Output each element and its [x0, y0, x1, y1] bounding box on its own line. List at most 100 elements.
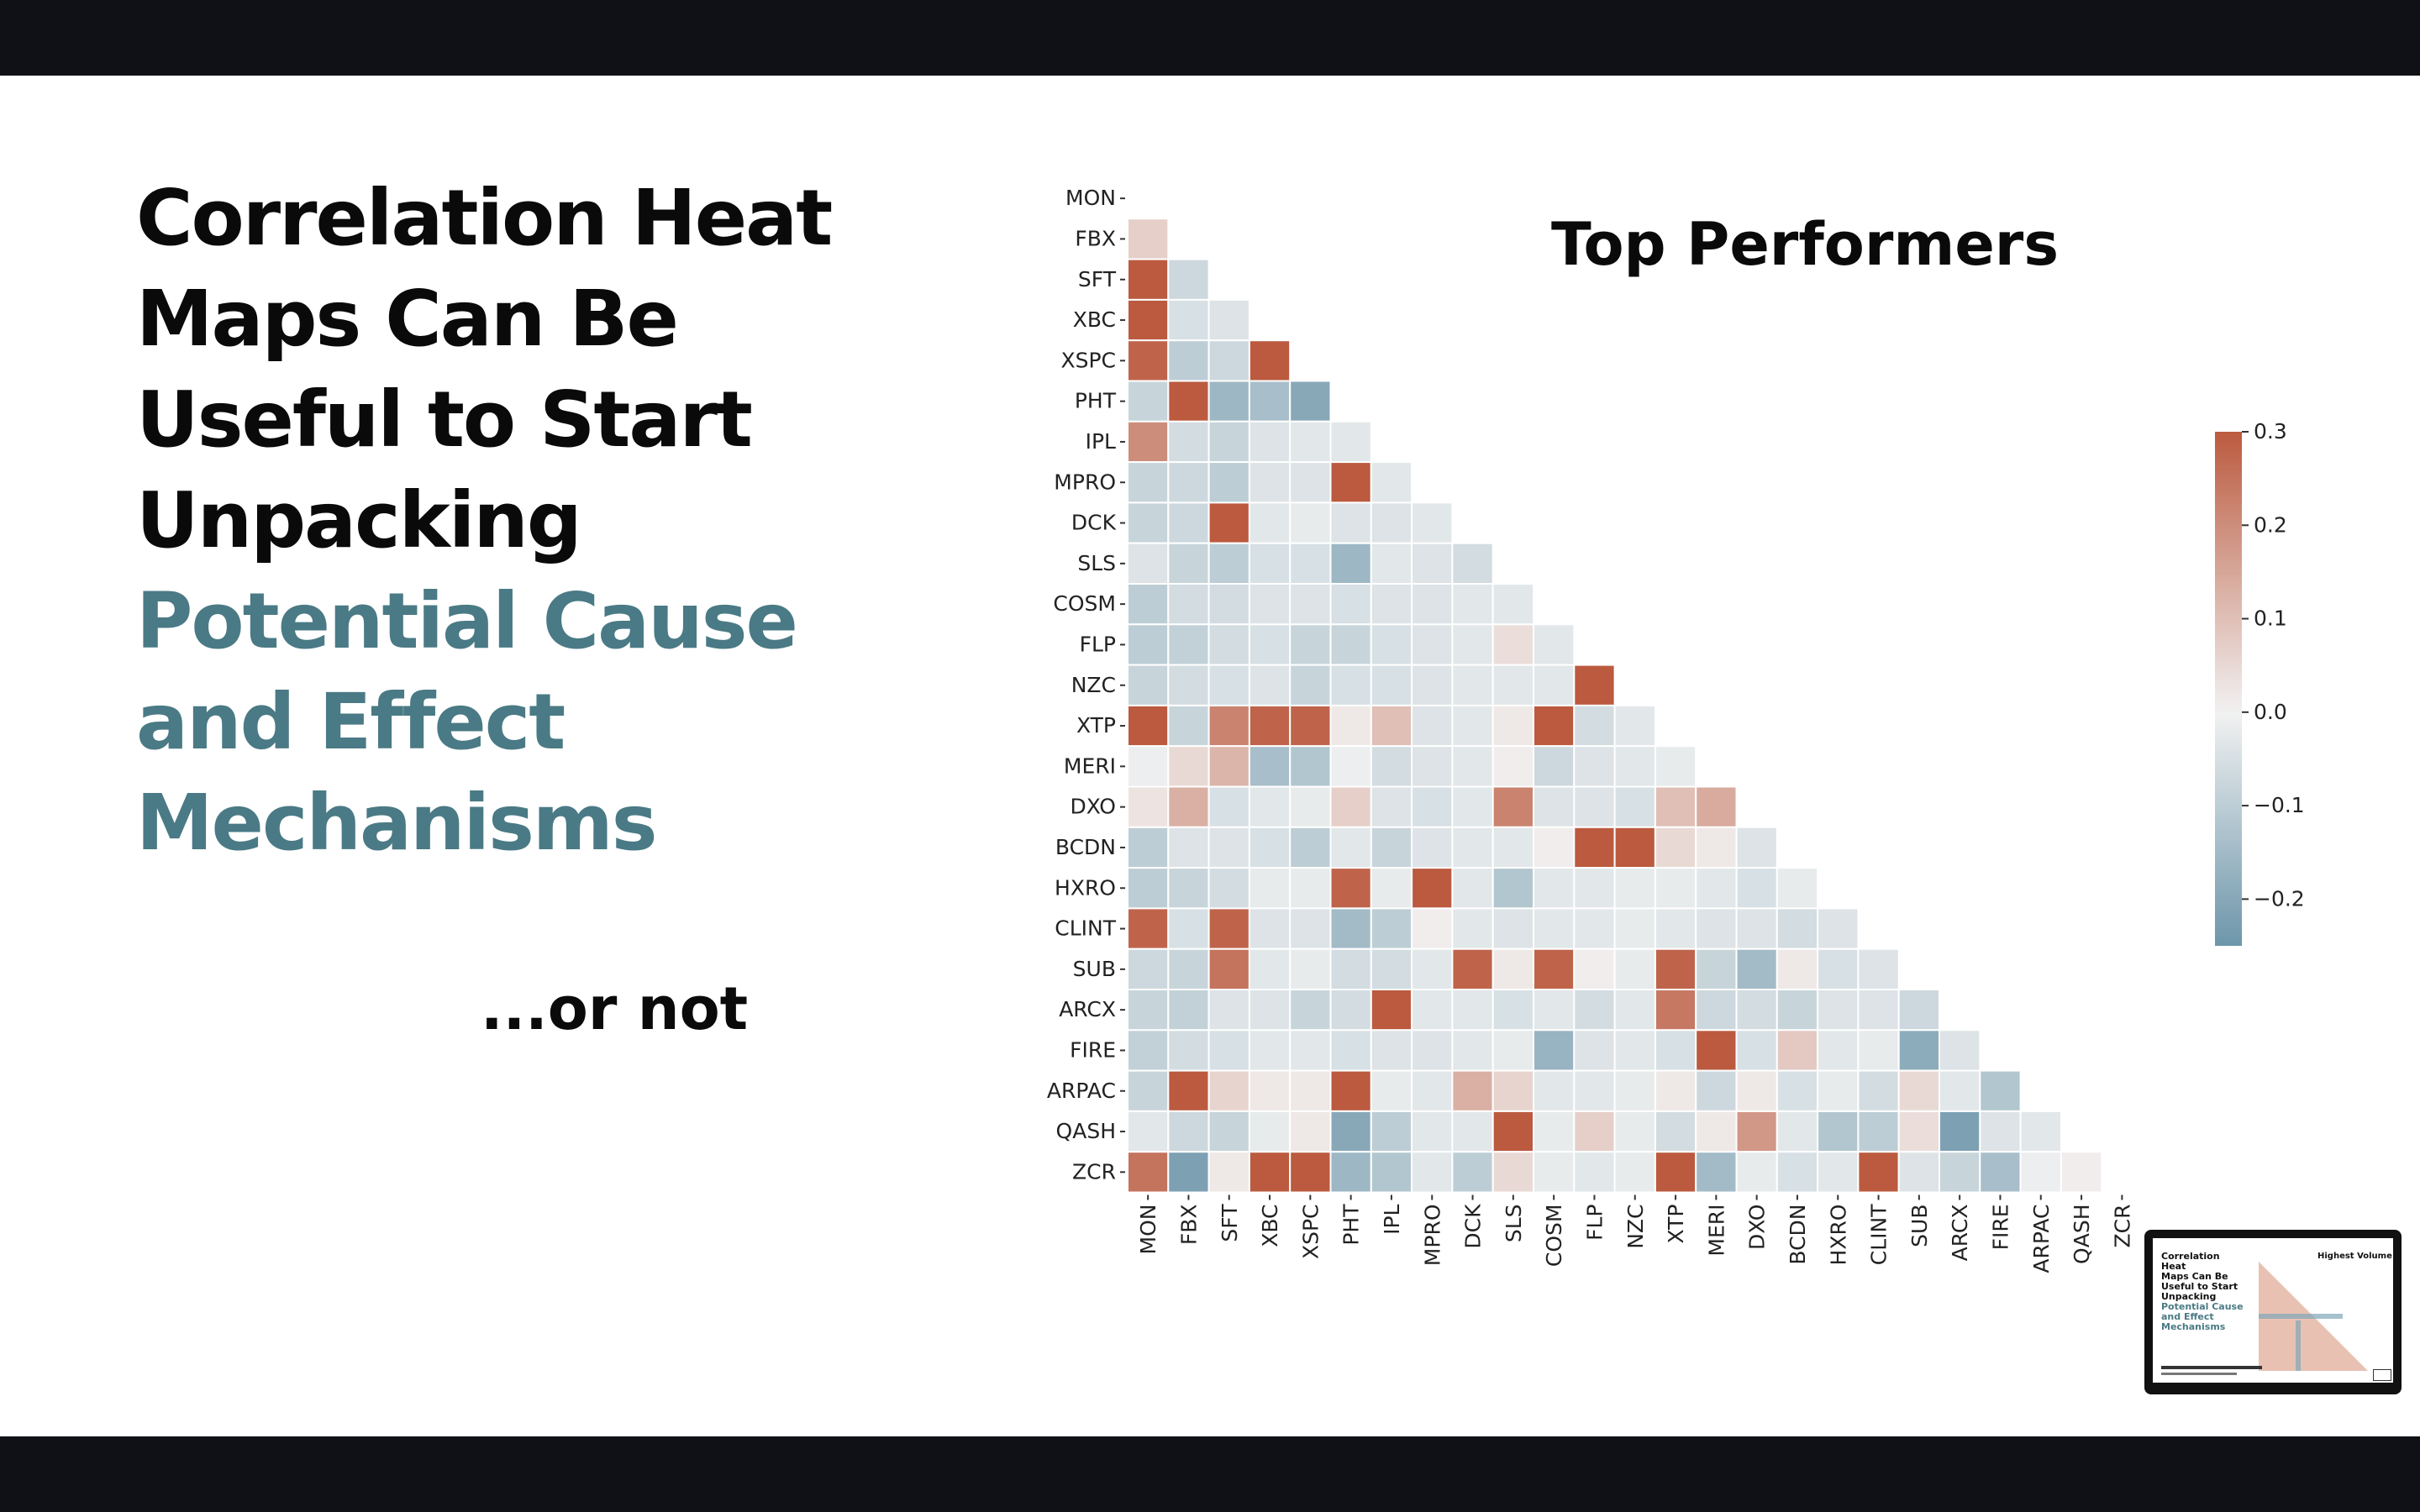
heatmap-cell	[1654, 745, 1697, 788]
heatmap-cell	[1491, 704, 1534, 748]
heatmap-cell	[1613, 867, 1656, 910]
heatmap-cell	[1167, 1110, 1210, 1153]
y-tick-label: DXO	[1071, 795, 1116, 819]
thumbnail-chart-title: Highest Volume	[2317, 1252, 2392, 1261]
heatmap-cell	[1654, 1151, 1697, 1194]
heatmap-cell	[1695, 907, 1738, 950]
top-letterbox-bar	[0, 0, 2420, 76]
heatmap-cell	[1613, 989, 1656, 1032]
heatmap-cell	[1248, 339, 1292, 382]
heatmap-cell	[1248, 380, 1292, 423]
heatmap-cell	[1289, 623, 1332, 666]
heatmap-cell	[1207, 1069, 1250, 1112]
heatmap-cell	[1329, 664, 1372, 706]
colorbar-tick-label: 0.3	[2254, 419, 2287, 444]
heatmap-cell	[1370, 1110, 1413, 1153]
heatmap-cell	[1654, 1029, 1697, 1072]
heatmap-cell	[1248, 461, 1292, 504]
heatmap-cell	[1248, 420, 1292, 464]
heatmap-cell	[1654, 785, 1697, 828]
heatmap-cell	[1491, 1151, 1534, 1194]
heatmap-cell	[1370, 501, 1413, 544]
heatmap-cell	[1695, 948, 1738, 990]
heatmap-cell	[1776, 948, 1819, 990]
heatmap-cell	[1411, 785, 1454, 828]
heatmap-cell	[1897, 1069, 1940, 1112]
heatmap-cell	[1289, 1110, 1332, 1153]
heatmap-cell	[1411, 623, 1454, 666]
heatmap-cell	[1451, 1069, 1494, 1112]
heatmap-cell	[1735, 1151, 1778, 1194]
heatmap-cell	[1207, 583, 1250, 626]
heatmap-cell	[1370, 664, 1413, 706]
y-tick-label: FIRE	[1070, 1037, 1116, 1062]
heatmap-cell	[1411, 704, 1454, 748]
heading-line: Maps Can Be	[136, 274, 679, 364]
heatmap-cell	[1329, 1110, 1372, 1153]
heatmap-cell	[1127, 989, 1170, 1032]
y-tick-label: XTP	[1076, 713, 1116, 738]
x-tick-label: NZC	[1623, 1205, 1648, 1249]
heatmap-cell	[1411, 948, 1454, 990]
heatmap-cell	[1897, 1110, 1940, 1153]
heatmap-cell	[1289, 785, 1332, 828]
heatmap-cell	[1127, 258, 1170, 301]
x-tick-label: SUB	[1907, 1205, 1932, 1247]
heatmap-cell	[1533, 1029, 1576, 1072]
heatmap-cell	[1939, 1029, 1981, 1072]
heatmap-cell	[1857, 1029, 1900, 1072]
heatmap-cell	[1695, 1069, 1738, 1112]
heatmap-cell	[1248, 785, 1292, 828]
y-tick-label: CLINT	[1055, 916, 1116, 941]
heatmap-cell	[1329, 542, 1372, 585]
y-tick-label: FBX	[1075, 226, 1116, 250]
heatmap-cell	[1370, 542, 1413, 585]
heatmap-cell	[1127, 745, 1170, 788]
x-tick-label: MPRO	[1420, 1205, 1444, 1267]
heatmap-cell	[1329, 867, 1372, 910]
colorbar-tick-label: −0.1	[2254, 793, 2305, 817]
heatmap-cell	[1654, 826, 1697, 869]
heatmap-cell	[1573, 1069, 1616, 1112]
heatmap-cell	[1127, 542, 1170, 585]
heatmap-cell	[1857, 1151, 1900, 1194]
heatmap-cell	[1979, 1069, 2022, 1112]
heatmap-cell	[1654, 867, 1697, 910]
heatmap-cell	[1533, 704, 1576, 748]
heatmap-cell	[1491, 948, 1534, 990]
heatmap-cell	[1654, 948, 1697, 990]
colorbar-tick-label: −0.2	[2254, 886, 2305, 911]
heatmap-cell	[1491, 867, 1534, 910]
heatmap-cell	[1573, 948, 1616, 990]
heatmap-cell	[1167, 461, 1210, 504]
heatmap-cell	[1289, 867, 1332, 910]
heatmap-cell	[1248, 989, 1292, 1032]
heatmap-cell	[1695, 1151, 1738, 1194]
heatmap-cell	[1370, 1151, 1413, 1194]
heatmap-cell	[1167, 948, 1210, 990]
heatmap-cell	[1207, 948, 1250, 990]
heatmap-cell	[1370, 745, 1413, 788]
heatmap-cell	[1735, 1110, 1778, 1153]
heatmap-cell	[1817, 1151, 1860, 1194]
y-tick-label: BCDN	[1055, 835, 1116, 859]
heatmap-cell	[1451, 704, 1494, 748]
heatmap-cell	[1533, 1069, 1576, 1112]
heatmap-cell	[1491, 1110, 1534, 1153]
heatmap-cell	[1613, 907, 1656, 950]
y-tick-label: COSM	[1053, 591, 1116, 616]
heatmap-cell	[1857, 1110, 1900, 1153]
heatmap-cell	[1533, 907, 1576, 950]
heatmap-cell	[1857, 948, 1900, 990]
slide-thumbnail[interactable]: Correlation Heat Maps Can Be Useful to S…	[2144, 1230, 2402, 1394]
heatmap-cell	[1248, 704, 1292, 748]
colorbar-tick-label: 0.2	[2254, 512, 2287, 537]
heatmap-cell	[1127, 583, 1170, 626]
heatmap-cell	[1817, 1110, 1860, 1153]
heatmap-cell	[1167, 664, 1210, 706]
heatmap-cell	[1127, 664, 1170, 706]
heatmap-cell	[1411, 501, 1454, 544]
heatmap-cell	[1451, 623, 1494, 666]
heatmap-cell	[1776, 867, 1819, 910]
heatmap-cell	[1370, 461, 1413, 504]
